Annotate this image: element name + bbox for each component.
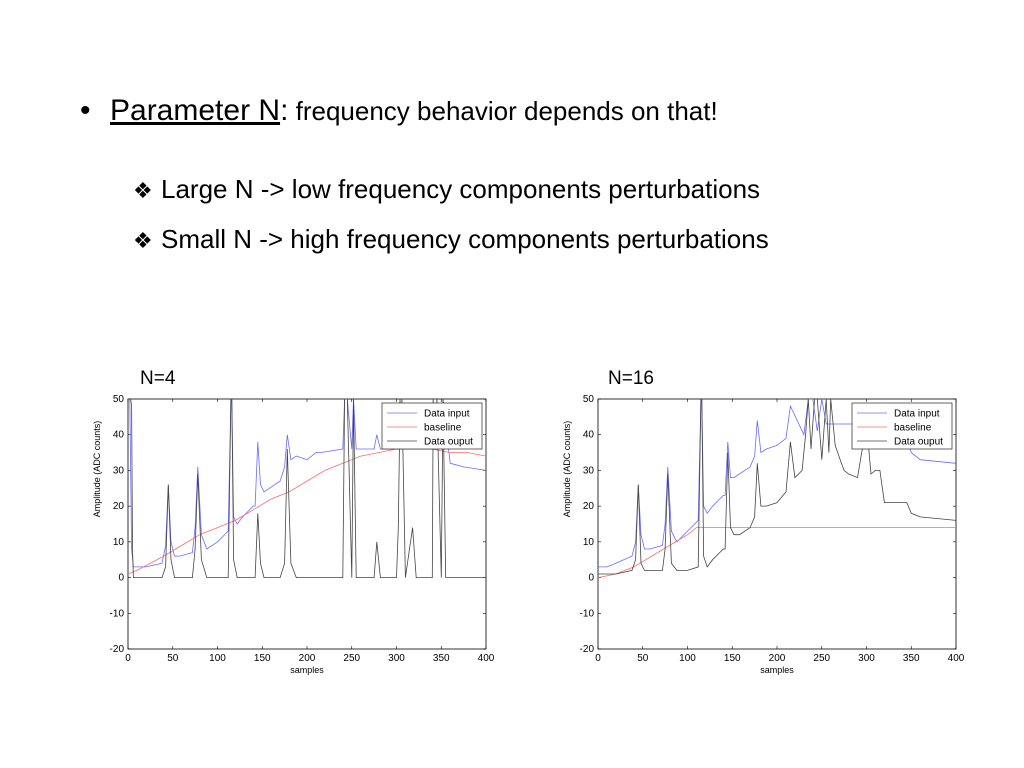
legend-label: Data ouput bbox=[424, 437, 473, 448]
x-tick-label: 0 bbox=[125, 653, 131, 664]
legend-label: Data input bbox=[894, 409, 940, 420]
y-tick-label: 20 bbox=[583, 501, 595, 512]
x-tick-label: 200 bbox=[299, 653, 316, 664]
x-tick-label: 150 bbox=[724, 653, 741, 664]
legend-label: Data ouput bbox=[894, 437, 943, 448]
x-tick-label: 300 bbox=[388, 653, 405, 664]
x-tick-label: 400 bbox=[948, 653, 965, 664]
bullet-colon: : bbox=[280, 94, 289, 127]
y-tick-label: 0 bbox=[588, 573, 594, 584]
series-line-data-input bbox=[598, 399, 956, 568]
y-tick-label: 0 bbox=[118, 573, 124, 584]
y-axis-label: Amplitude (ADC counts) bbox=[92, 421, 102, 518]
x-tick-label: 250 bbox=[343, 653, 360, 664]
x-tick-label: 0 bbox=[595, 653, 601, 664]
bullet-term: Parameter N bbox=[110, 94, 281, 127]
x-tick-label: 400 bbox=[478, 653, 495, 664]
y-tick-label: 10 bbox=[113, 537, 125, 548]
bullet-dot: • bbox=[80, 94, 91, 127]
sub-bullet-text: Small N -> high frequency components per… bbox=[161, 224, 769, 254]
y-tick-label: 40 bbox=[113, 430, 125, 441]
legend-label: baseline bbox=[424, 423, 462, 434]
y-tick-label: 20 bbox=[113, 501, 125, 512]
y-tick-label: -10 bbox=[110, 608, 125, 619]
x-tick-label: 300 bbox=[858, 653, 875, 664]
x-tick-label: 100 bbox=[679, 653, 696, 664]
y-tick-label: 50 bbox=[583, 394, 595, 405]
y-axis-label: Amplitude (ADC counts) bbox=[562, 421, 572, 518]
y-tick-label: 30 bbox=[113, 465, 125, 476]
x-tick-label: 100 bbox=[209, 653, 226, 664]
chart-title-n4: N=4 bbox=[140, 368, 176, 389]
x-tick-label: 150 bbox=[254, 653, 271, 664]
series-line-data-input bbox=[128, 399, 486, 568]
y-tick-label: 30 bbox=[583, 465, 595, 476]
diamond-bullet-icon: ❖ bbox=[133, 228, 153, 253]
legend-label: baseline bbox=[894, 423, 932, 434]
x-tick-label: 50 bbox=[637, 653, 649, 664]
x-tick-label: 50 bbox=[167, 653, 179, 664]
x-tick-label: 350 bbox=[433, 653, 450, 664]
legend-label: Data input bbox=[424, 409, 470, 420]
x-tick-label: 200 bbox=[769, 653, 786, 664]
x-tick-label: 350 bbox=[903, 653, 920, 664]
chart-title-n16: N=16 bbox=[608, 368, 654, 389]
series-line-baseline bbox=[598, 527, 956, 578]
y-tick-label: -20 bbox=[580, 644, 595, 655]
main-bullet: • Parameter N: frequency behavior depends… bbox=[80, 94, 718, 128]
y-tick-label: 40 bbox=[583, 430, 595, 441]
sub-bullet-small-n: ❖ Small N -> high frequency components pe… bbox=[133, 224, 769, 255]
sub-bullet-text: Large N -> low frequency components pert… bbox=[161, 174, 761, 204]
series-line-data-ouput bbox=[128, 399, 486, 578]
x-axis-label: samples bbox=[290, 665, 324, 675]
series-group bbox=[598, 399, 956, 578]
x-axis-label: samples bbox=[760, 665, 794, 675]
x-tick-label: 250 bbox=[813, 653, 830, 664]
y-tick-label: 50 bbox=[113, 394, 125, 405]
series-line-data-ouput bbox=[598, 399, 956, 575]
y-tick-label: -20 bbox=[110, 644, 125, 655]
sub-bullet-large-n: ❖ Large N -> low frequency components per… bbox=[133, 174, 760, 205]
diamond-bullet-icon: ❖ bbox=[133, 178, 153, 203]
y-tick-label: 10 bbox=[583, 537, 595, 548]
y-tick-label: -10 bbox=[580, 608, 595, 619]
bullet-text: frequency behavior depends on that! bbox=[288, 96, 718, 126]
